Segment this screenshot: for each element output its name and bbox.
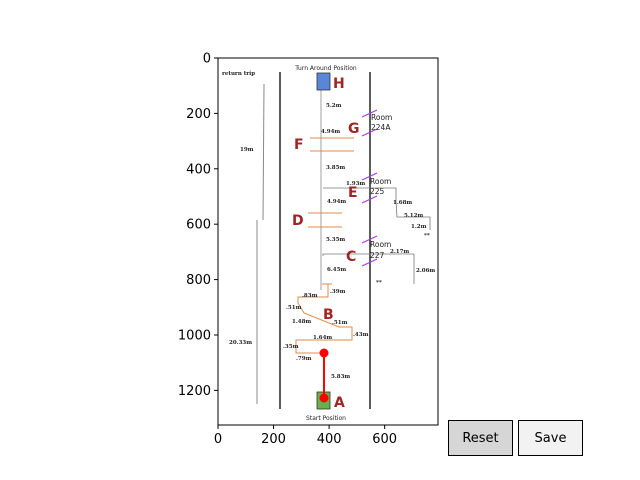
dist-1-2: 1.2m	[411, 224, 427, 230]
dist-4-94-upper: 4.94m	[321, 129, 340, 135]
dist-3-85: 3.85m	[326, 165, 345, 171]
room-227-name: Room	[370, 240, 391, 249]
waypoint-F: F	[294, 137, 304, 153]
x-tick-label: 200	[261, 432, 286, 447]
side-label-19m: 19m	[240, 147, 254, 153]
dist-35: .35m	[283, 344, 299, 350]
dist-43: .43m	[353, 332, 369, 338]
side-label-20-33m: 20.33m	[229, 340, 252, 346]
dist-stars-1: **	[424, 233, 430, 239]
dist-51-left: .51m	[286, 305, 302, 311]
dist-6-45: 6.45m	[327, 267, 346, 273]
return-line-upper	[262, 83, 265, 221]
dist-83: .83m	[302, 293, 318, 299]
dist-1-64: 1.64m	[313, 335, 332, 341]
room-225-outline	[323, 187, 431, 230]
dist-5-35: 5.35m	[326, 237, 345, 243]
orange-path	[295, 137, 354, 354]
waypoint-B: B	[323, 307, 334, 323]
y-tick-label: 400	[186, 162, 211, 177]
distance-labels: 5.2m 4.94m 3.85m 1.93m 4.94m 1.68m 5.12m…	[283, 103, 435, 380]
y-tick-label: 1000	[178, 328, 211, 343]
x-axis: 0 200 400 600	[214, 425, 397, 447]
y-tick-label: 800	[186, 273, 211, 288]
x-tick-label: 400	[317, 432, 342, 447]
selection-start-handle[interactable]	[319, 348, 329, 358]
y-tick-label: 600	[186, 218, 211, 233]
dist-2-06: 2.06m	[416, 268, 435, 274]
top-label: Turn Around Position	[294, 65, 357, 72]
dist-4-94-lower: 4.94m	[327, 199, 346, 205]
dist-39: .39m	[330, 289, 346, 295]
dist-1-68: 1.68m	[393, 200, 412, 206]
room-doors	[361, 109, 378, 267]
dist-2-17: 2.17m	[390, 249, 409, 255]
room-227-number: 227	[370, 251, 385, 260]
x-tick-label: 600	[372, 432, 397, 447]
room-224a-name: Room	[371, 113, 392, 122]
bottom-label: Start Position	[306, 415, 346, 422]
map-background	[218, 58, 438, 425]
waypoint-D: D	[292, 213, 304, 229]
dist-5-83: 5.83m	[331, 374, 350, 380]
waypoint-G: G	[348, 121, 360, 137]
dist-79: .79m	[296, 356, 312, 362]
dist-1-93: 1.93m	[346, 181, 365, 187]
axes-frame	[217, 57, 439, 426]
reset-button[interactable]: Reset	[448, 420, 513, 456]
return-trip-label: return trip	[222, 71, 255, 77]
dist-51-right: .51m	[332, 320, 348, 326]
x-tick-label: 0	[214, 432, 222, 447]
y-tick-label: 200	[186, 107, 211, 122]
room-227-outline	[322, 253, 415, 284]
waypoint-H: H	[333, 76, 345, 92]
selection-end-handle[interactable]	[319, 393, 329, 403]
waypoint-A: A	[334, 395, 345, 411]
dist-5-2: 5.2m	[326, 103, 342, 109]
y-axis: 0 200 400 600 800 1000 1200	[178, 52, 218, 399]
room-225-number: 225	[370, 187, 385, 196]
waypoint-C: C	[346, 249, 356, 265]
dist-5-12: 5.12m	[404, 213, 423, 219]
marker-H-square	[316, 72, 331, 91]
map-image[interactable]: Turn Around Position Start Position retu…	[218, 58, 438, 425]
waypoint-E: E	[348, 185, 358, 201]
dist-stars-2: **	[376, 280, 382, 286]
room-224a-number: 224A	[371, 123, 391, 132]
y-tick-label: 1200	[178, 384, 211, 399]
save-button[interactable]: Save	[518, 420, 583, 456]
y-tick-label: 0	[203, 52, 211, 67]
dist-1-48: 1.48m	[292, 319, 311, 325]
room-225-name: Room	[370, 177, 391, 186]
